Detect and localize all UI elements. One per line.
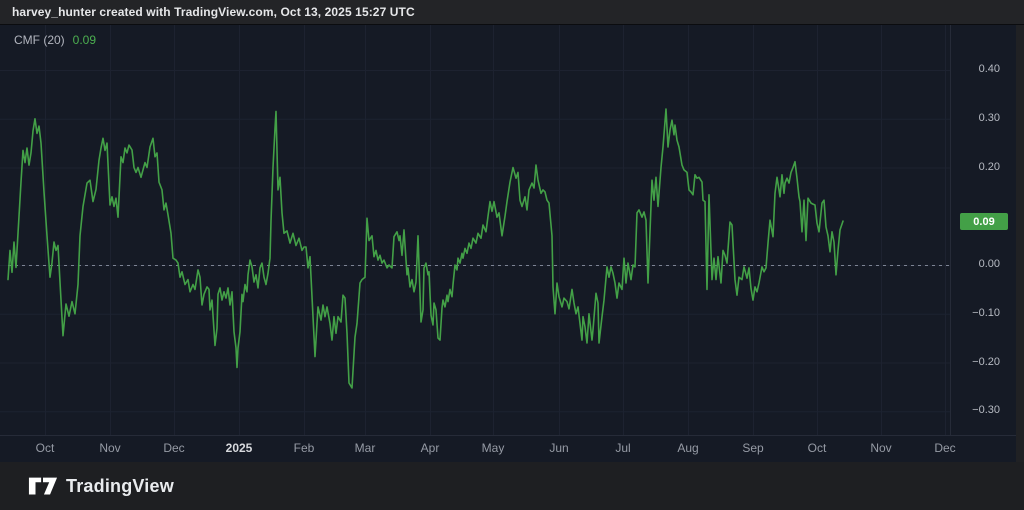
y-axis-label: −0.30 [972,404,1000,417]
y-axis-label: −0.20 [972,355,1000,368]
x-axis-label: Sep [742,441,764,455]
x-axis-label: May [481,441,505,455]
x-axis-label: Aug [677,441,699,455]
chart-panel[interactable]: CMF (20) 0.09 0.40 0.30 0.20 0.00 −0.10 −0.20… [0,25,1016,462]
x-axis-label: Jun [549,441,569,455]
attribution-text: harvey_hunter created with TradingView.c… [12,5,415,19]
tradingview-logo-text: TradingView [66,475,174,496]
x-axis-label: Jul [615,441,631,455]
indicator-title: CMF (20) [14,33,65,47]
x-axis-label: Nov [870,441,892,455]
indicator-legend[interactable]: CMF (20) 0.09 [14,33,96,47]
y-axis-label: 0.30 [978,111,1000,124]
y-axis-label: 0.20 [978,160,1000,173]
x-axis-label: Mar [354,441,376,455]
y-axis-label: 0.00 [978,258,1000,270]
chart-surface[interactable] [0,25,1016,462]
attribution-bar: harvey_hunter created with TradingView.c… [0,0,1024,25]
tradingview-logo-icon [28,477,58,495]
indicator-value: 0.09 [72,33,97,47]
footer-bar: TradingView [0,462,1024,510]
x-axis-label: Feb [293,441,315,455]
x-axis-label: Dec [934,441,956,455]
y-axis-label: −0.10 [972,306,1000,319]
x-axis-label: 2025 [225,441,253,455]
last-value-badge: 0.09 [960,213,1008,230]
x-axis-label: Oct [35,441,55,455]
tradingview-logo[interactable]: TradingView [28,475,174,497]
x-axis-label: Dec [163,441,185,455]
y-axis-label: 0.40 [978,63,1000,75]
x-axis-label: Nov [99,441,121,455]
x-axis-label: Oct [807,441,827,455]
cmf-line[interactable] [7,108,844,389]
x-axis-label: Apr [420,441,440,455]
